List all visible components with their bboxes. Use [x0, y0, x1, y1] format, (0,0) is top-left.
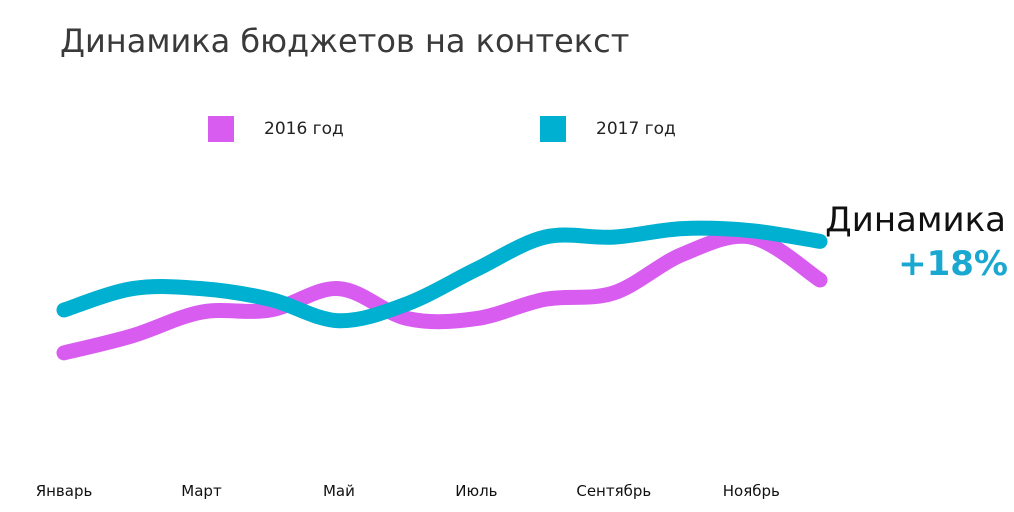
legend-item-2017: 2017 год — [540, 116, 676, 142]
legend-label-2017: 2017 год — [596, 119, 676, 139]
legend-item-2016: 2016 год — [208, 116, 344, 142]
series-line-2017-год — [56, 220, 828, 329]
x-tick-label: Июль — [455, 482, 497, 500]
annotation-value: +18% — [898, 244, 1008, 284]
annotation-label: Динамика — [825, 200, 1006, 240]
legend-label-2016: 2016 год — [264, 119, 344, 139]
x-tick-label: Сентябрь — [576, 482, 651, 500]
x-tick-label: Ноябрь — [723, 482, 780, 500]
legend-swatch-2016 — [208, 116, 234, 142]
x-tick-label: Май — [323, 482, 355, 500]
x-tick-label: Январь — [36, 482, 93, 500]
series-line-2016-год — [56, 228, 828, 361]
chart-title: Динамика бюджетов на контекст — [60, 22, 630, 60]
legend-swatch-2017 — [540, 116, 566, 142]
x-tick-label: Март — [181, 482, 222, 500]
